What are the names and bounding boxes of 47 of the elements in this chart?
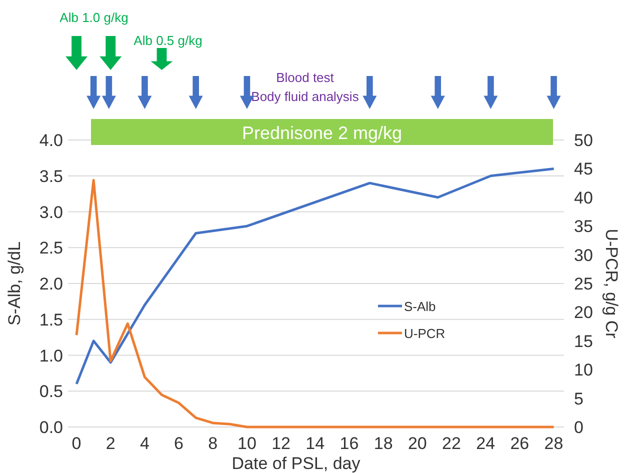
x-tick-label: 20 bbox=[408, 434, 427, 453]
x-axis-title: Date of PSL, day bbox=[232, 454, 361, 473]
line-series bbox=[75, 178, 556, 428]
x-tick-label: 28 bbox=[544, 434, 564, 453]
y-tick-label: 0.0 bbox=[39, 418, 63, 437]
x-tick-label: 24 bbox=[476, 434, 496, 453]
x-tick-label: 0 bbox=[72, 434, 82, 453]
y-tick-label: 2.5 bbox=[39, 238, 63, 258]
text: Alb 1.0 g/kg bbox=[60, 10, 128, 25]
x-tick-label: 26 bbox=[510, 434, 530, 453]
x-tick-label: 16 bbox=[340, 434, 359, 453]
x-tick-label: 10 bbox=[238, 434, 256, 453]
legend-label: S-Alb bbox=[404, 299, 436, 314]
annotation: Prednisone 2 mg/kg bbox=[242, 123, 402, 143]
y2-tick-label: 25 bbox=[574, 274, 593, 294]
y2-tick-label: 10 bbox=[574, 360, 593, 380]
y-tick-label: 2.0 bbox=[39, 274, 63, 294]
x-tick-label: 22 bbox=[442, 434, 461, 453]
text: Alb 0.5 g/kg bbox=[134, 33, 202, 48]
x-tick-label: 8 bbox=[208, 434, 218, 453]
y2-axis-title: U-PCR, g/g Cr bbox=[602, 228, 621, 339]
y-axis-title: S-Alb, g/dL bbox=[5, 241, 24, 326]
x-tick-label: 2 bbox=[106, 434, 116, 453]
y-tick-label: 1.0 bbox=[39, 346, 63, 366]
y-tick-label: 0.5 bbox=[39, 382, 63, 402]
y-tick-label: 3.0 bbox=[39, 202, 63, 222]
y2-tick-label: 0 bbox=[574, 418, 584, 437]
x-tick-label: 18 bbox=[374, 434, 393, 453]
text: Blood test bbox=[276, 70, 334, 85]
y2-tick-label: 50 bbox=[574, 131, 593, 150]
x-tick-label: 12 bbox=[272, 434, 291, 453]
y-tick-label: 1.5 bbox=[39, 310, 63, 330]
y-tick-label: 3.5 bbox=[39, 166, 63, 186]
x-tick-label: 14 bbox=[306, 434, 325, 453]
y-tick-label: 4.0 bbox=[39, 131, 63, 150]
y2-tick-label: 20 bbox=[574, 303, 593, 322]
y2-tick-label: 35 bbox=[574, 217, 593, 236]
legend-label: U-PCR bbox=[404, 326, 446, 341]
y2-tick-label: 30 bbox=[574, 246, 593, 265]
y2-tick-label: 40 bbox=[574, 188, 593, 208]
y2-tick-label: 45 bbox=[574, 160, 593, 179]
x-tick-label: 6 bbox=[174, 434, 184, 453]
line-series bbox=[75, 167, 556, 386]
y2-tick-label: 15 bbox=[574, 332, 593, 351]
x-tick-label: 4 bbox=[140, 434, 150, 453]
text: Body fluid analysis bbox=[251, 89, 360, 104]
y2-tick-label: 5 bbox=[574, 389, 584, 408]
